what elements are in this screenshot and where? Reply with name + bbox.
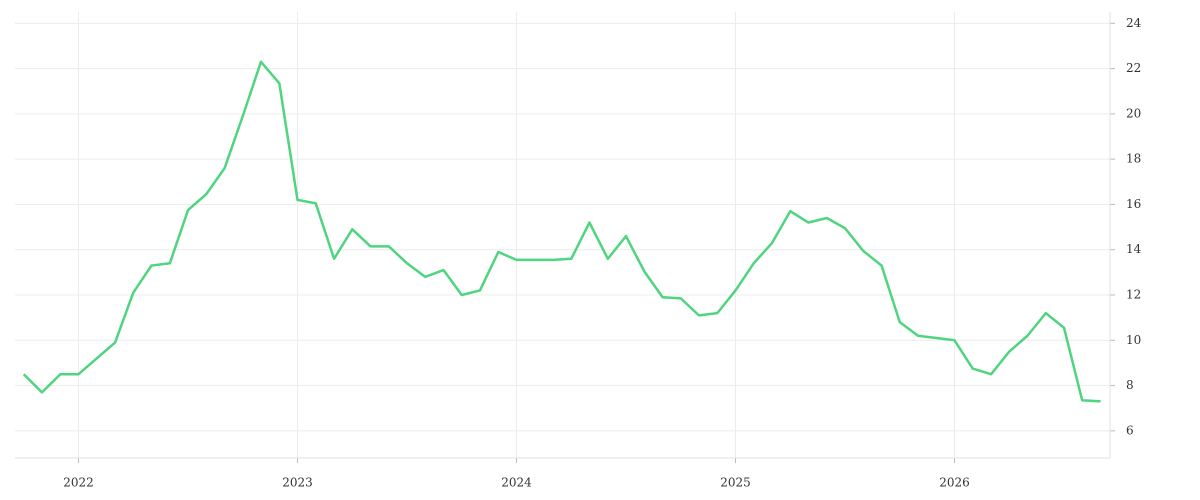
y-tick-label: 14	[1126, 242, 1142, 256]
y-tick-label: 20	[1126, 106, 1141, 120]
y-tick-label: 8	[1126, 378, 1134, 392]
x-tick-label: 2023	[282, 476, 313, 490]
y-tick-label: 16	[1126, 197, 1141, 211]
data-line	[22, 60, 1101, 403]
y-tick-label: 18	[1126, 152, 1141, 166]
y-tick-label: 24	[1126, 16, 1142, 30]
y-tick-label: 10	[1126, 333, 1141, 347]
x-tick-label: 2024	[501, 476, 532, 490]
x-tick-label: 2026	[939, 476, 970, 490]
y-tick-label: 12	[1126, 287, 1141, 301]
y-tick-label: 6	[1126, 423, 1134, 437]
x-tick-label: 2022	[63, 476, 94, 490]
x-tick-label: 2025	[720, 476, 751, 490]
y-tick-label: 22	[1126, 61, 1141, 75]
